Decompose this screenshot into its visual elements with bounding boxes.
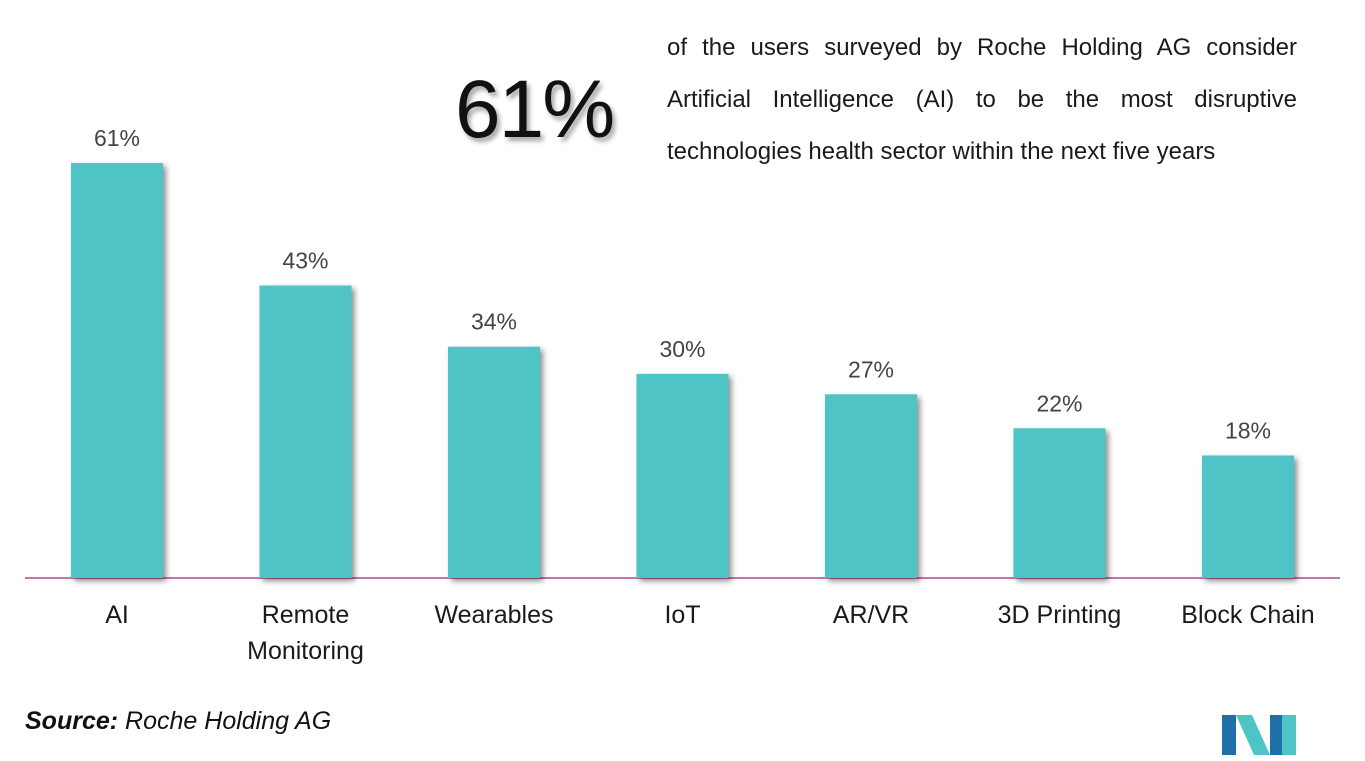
- source-label: Source:: [25, 707, 119, 735]
- category-label: Monitoring: [247, 637, 364, 665]
- bar-wearables: [448, 346, 540, 578]
- mordor-logo-icon: [1222, 715, 1296, 755]
- headline-percentage: 61%: [455, 64, 615, 155]
- source-note: Source: Roche Holding AG: [25, 707, 331, 736]
- bar-ai: [71, 163, 163, 578]
- source-text: Roche Holding AG: [125, 707, 332, 735]
- bars: 61% AI 43% Remote Monitoring 34% Wearables 30% I…: [71, 125, 1315, 665]
- logo-mid-stroke: [1236, 715, 1270, 755]
- category-label: Remote: [262, 601, 350, 629]
- bar-chart: 61% AI 43% Remote Monitoring 34% Wearables 30% I…: [25, 125, 1340, 665]
- category-label: AI: [105, 601, 129, 629]
- bar-3d-printing: [1013, 428, 1106, 578]
- value-label: 30%: [659, 336, 705, 362]
- bar-ar-vr: [825, 394, 917, 578]
- category-label: AR/VR: [833, 601, 909, 629]
- category-label: Wearables: [434, 601, 553, 629]
- headline-line-3: technologies health sector within the ne…: [667, 138, 1216, 165]
- logo-left-stroke: [1222, 715, 1236, 755]
- headline-line-2: Artificial Intelligence (AI) to be the m…: [667, 86, 1297, 113]
- headline-description: of the users surveyed by Roche Holding A…: [667, 22, 1297, 178]
- value-label: 27%: [848, 356, 894, 382]
- category-label: Block Chain: [1181, 601, 1314, 629]
- logo-accent-stroke: [1282, 715, 1296, 755]
- headline-line-1: of the users surveyed by Roche Holding A…: [667, 34, 1297, 61]
- category-label: 3D Printing: [998, 601, 1122, 629]
- logo-right-stroke: [1270, 715, 1282, 755]
- bar-remote-monitoring: [259, 285, 352, 578]
- value-label: 43%: [282, 248, 328, 274]
- value-label: 61%: [94, 125, 140, 151]
- bar-block-chain: [1202, 455, 1294, 578]
- value-label: 34%: [471, 309, 517, 335]
- value-label: 22%: [1036, 390, 1082, 416]
- bar-iot: [636, 373, 729, 578]
- value-label: 18%: [1225, 418, 1271, 444]
- category-label: IoT: [664, 601, 700, 629]
